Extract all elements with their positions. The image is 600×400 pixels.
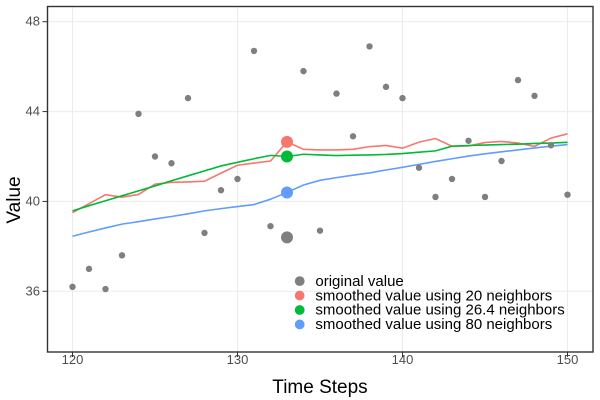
svg-text:Time Steps: Time Steps	[272, 377, 367, 398]
svg-text:40: 40	[26, 193, 40, 208]
svg-text:36: 36	[26, 283, 40, 298]
svg-text:Value: Value	[4, 176, 25, 223]
svg-text:smoothed value using 80 neighb: smoothed value using 80 neighbors	[315, 316, 552, 333]
svg-text:44: 44	[26, 104, 40, 119]
svg-text:48: 48	[26, 14, 40, 29]
